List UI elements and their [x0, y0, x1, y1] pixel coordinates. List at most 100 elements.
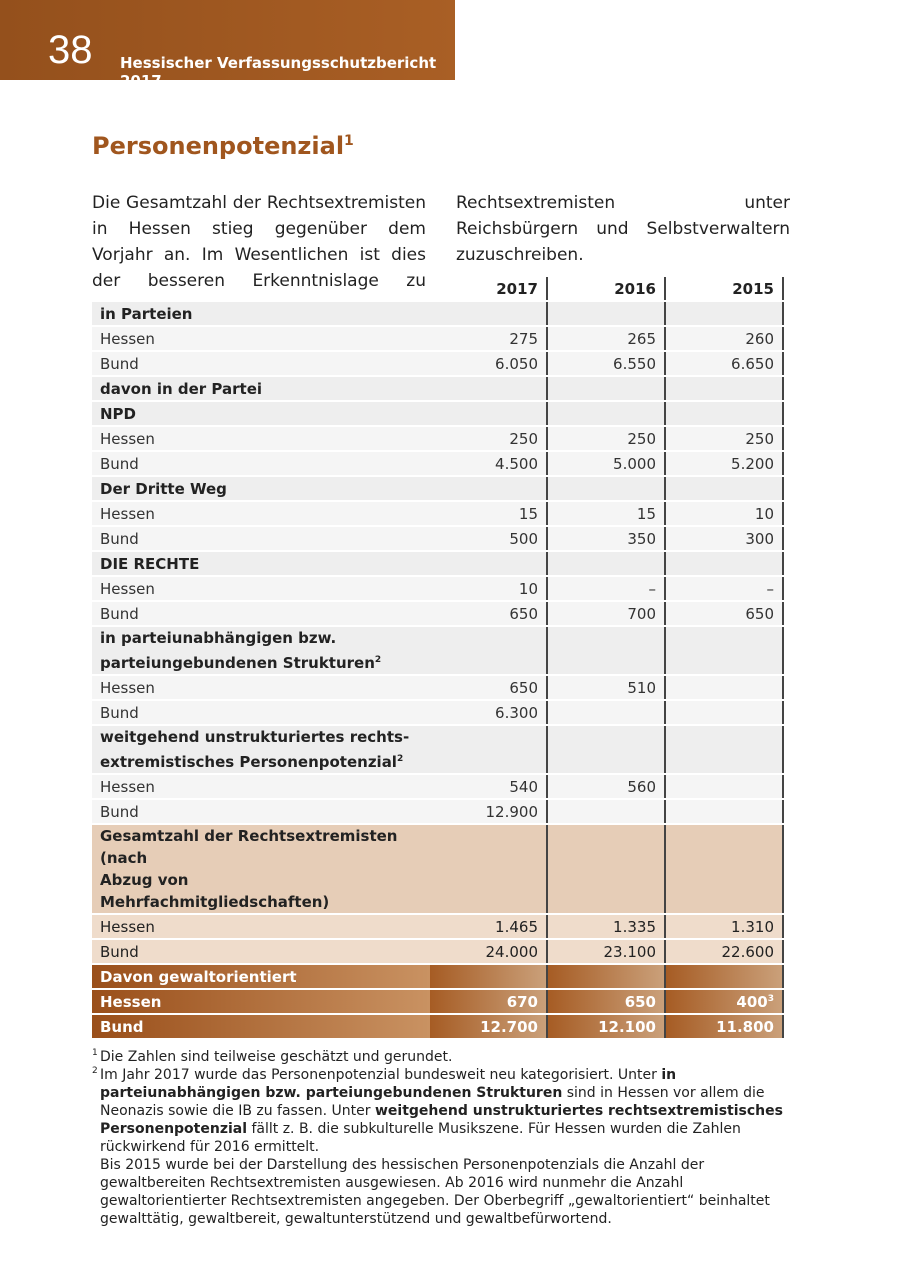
row-label: in Parteien: [100, 304, 193, 323]
value-cell: [665, 476, 784, 502]
row-label: Bund: [100, 454, 139, 473]
value-cell: [547, 964, 666, 990]
footnote-marker: 1: [92, 1048, 98, 1058]
row-label: Bund: [100, 942, 139, 961]
value-cell: [547, 551, 666, 577]
table-row: Davon gewaltorientiert: [92, 964, 784, 990]
value-cell: [665, 626, 784, 676]
row-label-cell: Bund: [92, 799, 430, 825]
row-label-cell: Hessen: [92, 774, 430, 800]
value-cell: 650: [665, 601, 784, 627]
row-label: Gesamtzahl der Rechtsextremisten (nach A…: [100, 827, 398, 911]
value-cell: [430, 476, 548, 502]
row-label: Davon gewaltorientiert: [100, 967, 297, 986]
footnote-text: fällt z. B. die subkulturelle Musikszene…: [100, 1121, 741, 1155]
row-label-cell: Gesamtzahl der Rechtsextremisten (nach A…: [92, 824, 430, 915]
value-cell: 1.335: [547, 914, 666, 940]
table-row: Hessen 1.465 1.335 1.310: [92, 914, 784, 940]
value-cell: [547, 700, 666, 726]
value-cell: [430, 376, 548, 402]
row-label-cell: Bund: [92, 700, 430, 726]
footnote: 2 Im Jahr 2017 wurde das Personenpotenzia…: [92, 1066, 786, 1156]
section-heading: Personenpotenzial1: [92, 132, 354, 160]
value-cell: [665, 376, 784, 402]
row-label-cell: in Parteien: [92, 301, 430, 327]
table-row: Bund 12.900: [92, 799, 784, 825]
value-cell: [665, 964, 784, 990]
value-cell: 650: [430, 601, 548, 627]
value-cell: 300: [665, 526, 784, 552]
row-label: weitgehend unstrukturiertes rechts- extr…: [100, 728, 410, 771]
value-cell: 4.500: [430, 451, 548, 477]
value-cell: [547, 376, 666, 402]
value-cell: [547, 476, 666, 502]
table-row: Hessen 540 560: [92, 774, 784, 800]
value-cell: 250: [430, 426, 548, 452]
table-row: in parteiunabhängigen bzw. parteiungebun…: [92, 626, 784, 676]
cell-value: 400: [736, 992, 768, 1011]
value-cell: [547, 626, 666, 676]
row-label: Bund: [100, 529, 139, 548]
value-cell: 265: [547, 326, 666, 352]
row-label-cell: Hessen: [92, 326, 430, 352]
table-row: Bund 6.300: [92, 700, 784, 726]
row-label-cell: weitgehend unstrukturiertes rechts- extr…: [92, 725, 430, 775]
heading-text: Personenpotenzial: [92, 132, 345, 160]
value-cell: [665, 824, 784, 915]
row-label-cell: Hessen: [92, 576, 430, 602]
value-cell: [665, 675, 784, 701]
value-cell: 250: [547, 426, 666, 452]
table-row: Bund 12.700 12.100 11.800: [92, 1014, 784, 1040]
header-bar: 38 Hessischer Verfassungsschutzbericht 2…: [0, 0, 455, 90]
value-cell: 500: [430, 526, 548, 552]
row-label: Bund: [100, 802, 139, 821]
value-cell: –: [547, 576, 666, 602]
value-cell: 12.100: [547, 1014, 666, 1040]
row-label: Hessen: [100, 678, 155, 697]
value-cell: 23.100: [547, 939, 666, 965]
row-label: Bund: [100, 604, 139, 623]
value-cell: 1.465: [430, 914, 548, 940]
row-label-cell: Hessen: [92, 989, 430, 1015]
footnote-ref: 2: [374, 655, 382, 665]
value-cell: [665, 774, 784, 800]
value-cell: 6.550: [547, 351, 666, 377]
value-cell: 6.650: [665, 351, 784, 377]
value-cell: 4003: [665, 989, 784, 1015]
footnote-text: in parteiunabhängigen bzw. parteiungebun…: [100, 1067, 677, 1101]
value-cell: 10: [430, 576, 548, 602]
row-label: Hessen: [100, 917, 155, 936]
footnotes: 1 Die Zahlen sind teilweise geschätzt und…: [92, 1048, 786, 1228]
footnote-ref: 2: [396, 754, 404, 764]
value-cell: 275: [430, 326, 548, 352]
value-cell: [430, 626, 548, 676]
value-cell: 670: [430, 989, 548, 1015]
table-row: Hessen 10– –: [92, 576, 784, 602]
column-header: 2016: [547, 277, 666, 302]
value-cell: 15: [547, 501, 666, 527]
table-row: Hessen 650 510: [92, 675, 784, 701]
row-label: Bund: [100, 354, 139, 373]
value-cell: 250: [665, 426, 784, 452]
table-row: Bund 6.050 6.550 6.650: [92, 351, 784, 377]
value-cell: [665, 725, 784, 775]
table-row: Hessen 250 250 250: [92, 426, 784, 452]
footnote-marker: 2: [92, 1066, 98, 1076]
value-cell: 12.700: [430, 1014, 548, 1040]
value-cell: [430, 301, 548, 327]
row-label: davon in der Partei: [100, 379, 263, 398]
row-label: Hessen: [100, 429, 155, 448]
value-cell: 11.800: [665, 1014, 784, 1040]
value-cell: 15: [430, 501, 548, 527]
row-label: Der Dritte Weg: [100, 479, 227, 498]
value-cell: 650: [547, 989, 666, 1015]
row-label: Bund: [100, 703, 139, 722]
value-cell: –: [665, 576, 784, 602]
table-row: DIE RECHTE: [92, 551, 784, 577]
value-cell: [430, 551, 548, 577]
value-cell: [665, 401, 784, 427]
row-label: DIE RECHTE: [100, 554, 200, 573]
table-row: in Parteien: [92, 301, 784, 327]
corner-cell: [92, 277, 430, 302]
footnote-text: weitgehend unstrukturiertes rechtsextrem…: [100, 1103, 783, 1137]
